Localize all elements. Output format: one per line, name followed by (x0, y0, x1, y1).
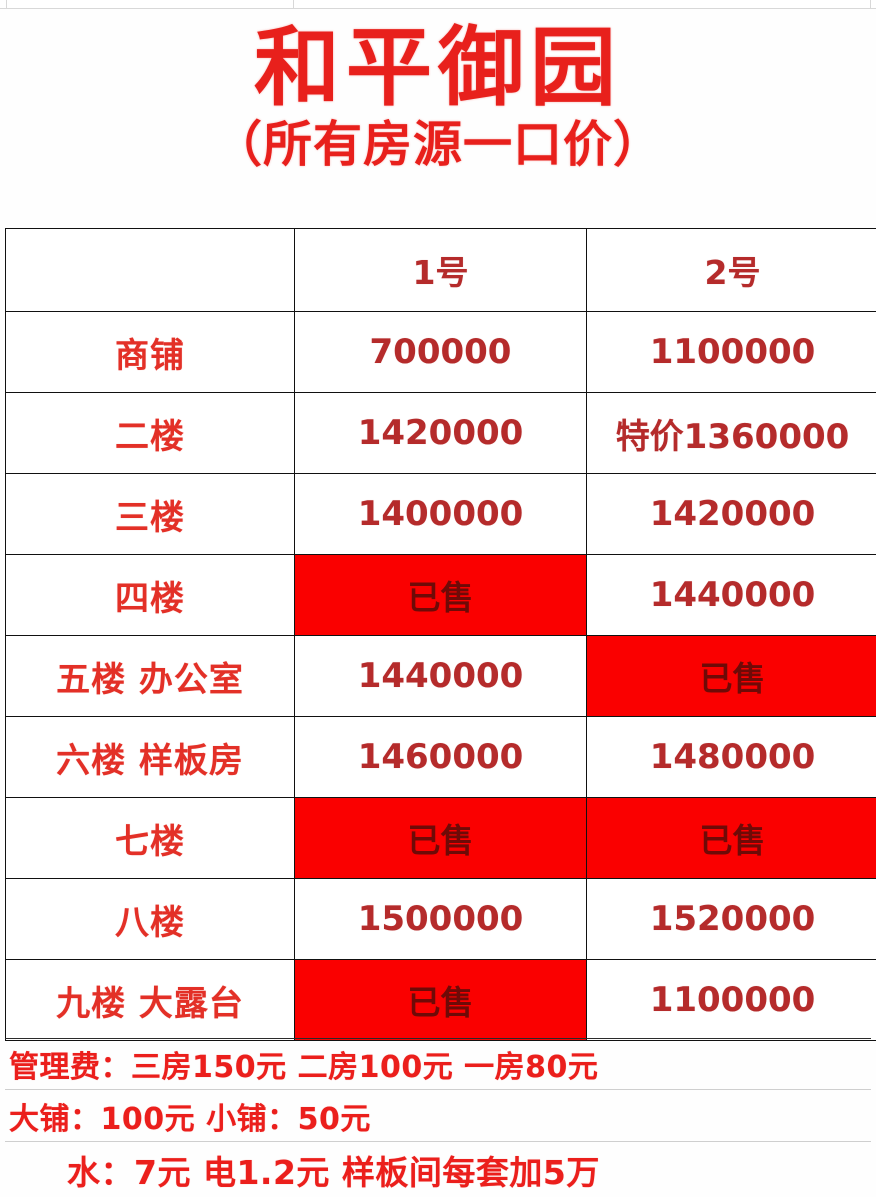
price-cell-unit-2: 1520000 (587, 879, 876, 960)
footer-notes: 管理费：三房150元 二房100元 一房80元 大铺：100元 小铺：50元 水… (5, 1038, 871, 1198)
row-label: 六楼 样板房 (6, 717, 295, 798)
table-row: 四楼 已售 1440000 (6, 555, 876, 636)
price-cell-unit-2: 1100000 (587, 960, 876, 1041)
status-badge-sold: 已售 (295, 555, 587, 636)
strip-divider-left (6, 0, 7, 8)
table-row: 六楼 样板房 1460000 1480000 (6, 717, 876, 798)
table-header-row: 1号 2号 (6, 229, 876, 312)
table-row: 五楼 办公室 1440000 已售 (6, 636, 876, 717)
table-row: 八楼 1500000 1520000 (6, 879, 876, 960)
price-cell-unit-1: 1500000 (295, 879, 587, 960)
price-table: 1号 2号 商铺 700000 1100000 二楼 1420000 特价136… (5, 228, 876, 1041)
price-poster: 和平御园 （所有房源一口价） 1号 2号 商铺 700000 1100000 二… (0, 9, 876, 1197)
strip-divider-right (870, 0, 871, 8)
row-label: 八楼 (6, 879, 295, 960)
header-cell-unit-2: 2号 (587, 229, 876, 312)
price-cell-unit-2: 1100000 (587, 312, 876, 393)
table-row: 三楼 1400000 1420000 (6, 474, 876, 555)
price-cell-unit-1: 700000 (295, 312, 587, 393)
price-cell-unit-1: 1400000 (295, 474, 587, 555)
row-label: 九楼 大露台 (6, 960, 295, 1041)
table-body: 商铺 700000 1100000 二楼 1420000 特价1360000 三… (6, 312, 876, 1041)
strip-divider-middle (293, 0, 294, 8)
status-badge-sold: 已售 (295, 798, 587, 879)
row-label: 七楼 (6, 798, 295, 879)
price-cell-unit-1: 1440000 (295, 636, 587, 717)
row-label: 三楼 (6, 474, 295, 555)
header-cell-blank (6, 229, 295, 312)
poster-heading: 和平御园 （所有房源一口价） (0, 9, 876, 173)
row-label: 五楼 办公室 (6, 636, 295, 717)
price-cell-unit-1: 1460000 (295, 717, 587, 798)
row-label: 四楼 (6, 555, 295, 636)
price-cell-unit-1: 1420000 (295, 393, 587, 474)
price-cell-unit-2: 1480000 (587, 717, 876, 798)
table-row: 七楼 已售 已售 (6, 798, 876, 879)
note-shop-fee: 大铺：100元 小铺：50元 (5, 1090, 871, 1142)
price-cell-unit-2: 特价1360000 (587, 393, 876, 474)
header-cell-unit-1: 1号 (295, 229, 587, 312)
row-label: 商铺 (6, 312, 295, 393)
note-management-fee: 管理费：三房150元 二房100元 一房80元 (5, 1038, 871, 1090)
price-cell-unit-2: 1440000 (587, 555, 876, 636)
table-row: 商铺 700000 1100000 (6, 312, 876, 393)
table-row: 二楼 1420000 特价1360000 (6, 393, 876, 474)
page-title: 和平御园 (0, 23, 876, 114)
status-badge-sold: 已售 (587, 798, 876, 879)
note-utilities: 水：7元 电1.2元 样板间每套加5万 (5, 1142, 871, 1198)
table-row: 九楼 大露台 已售 1100000 (6, 960, 876, 1041)
price-cell-unit-2: 1420000 (587, 474, 876, 555)
status-badge-sold: 已售 (587, 636, 876, 717)
row-label: 二楼 (6, 393, 295, 474)
truncated-table-strip (0, 0, 876, 9)
status-badge-sold: 已售 (295, 960, 587, 1041)
table-header: 1号 2号 (6, 229, 876, 312)
page-subtitle: （所有房源一口价） (0, 118, 876, 173)
